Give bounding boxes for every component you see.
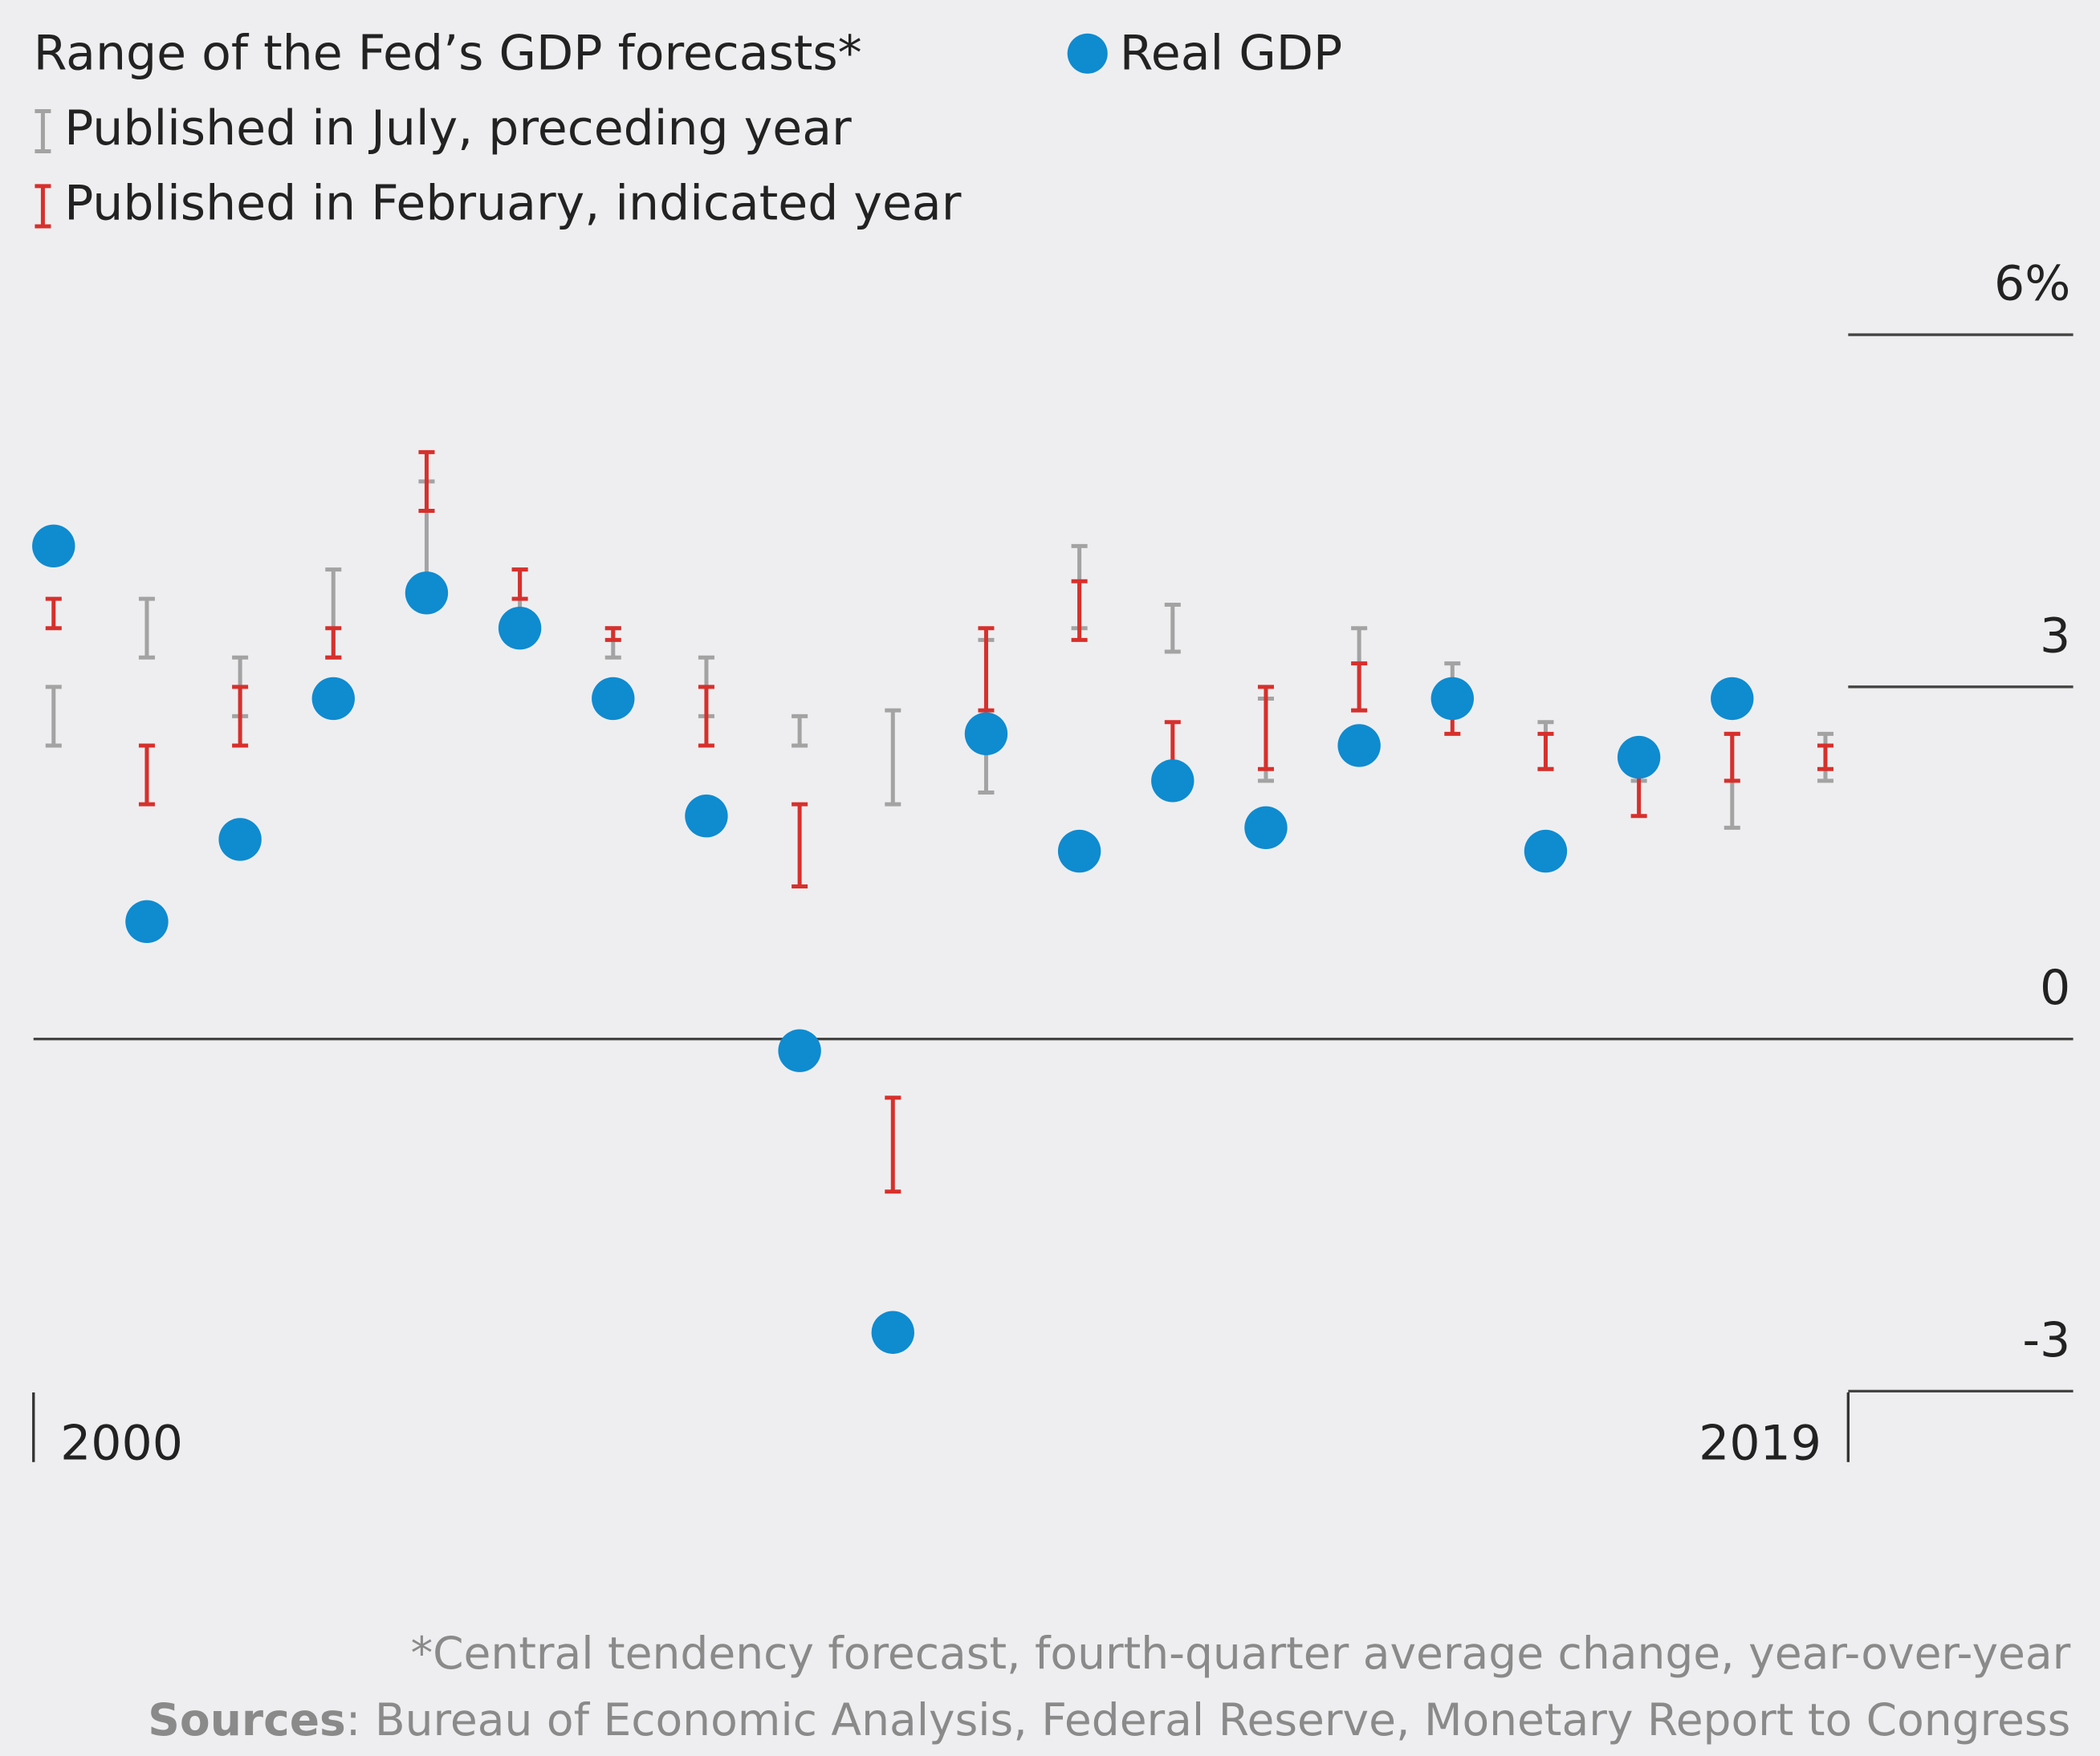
range-bar (1071, 579, 1088, 642)
legend-marker (1067, 33, 1108, 74)
gdp-dot (1151, 759, 1194, 803)
y-tick-label: 0 (2040, 960, 2070, 1016)
gdp-dot (1524, 829, 1568, 873)
range-bar (1817, 743, 1833, 771)
range-bar (792, 802, 808, 888)
range-bar (138, 743, 155, 807)
legend-label: Real GDP (1120, 26, 1343, 82)
gdp-dot (778, 1029, 821, 1072)
gdp-dot (311, 677, 355, 721)
source-text: : Bureau of Economic Analysis, Federal R… (346, 1694, 2070, 1746)
gdp-dot (218, 818, 262, 861)
x-tick-label: 2000 (60, 1415, 183, 1471)
gdp-dot (125, 900, 169, 944)
gdp-dot (32, 524, 75, 568)
legend-label: Published in July, preceding year (64, 100, 852, 156)
footnote: *Central tendency forecast, fourth-quart… (411, 1628, 2071, 1679)
range-bar (325, 626, 342, 660)
gdp-dot (871, 1311, 914, 1354)
gdp-dot (964, 712, 1008, 756)
range-bar (1537, 731, 1554, 771)
gdp-dot (685, 795, 728, 838)
gdp-dot (1431, 677, 1474, 721)
y-tick-label: 6% (1994, 256, 2070, 312)
range-bar (792, 713, 808, 748)
y-tick-label: -3 (2022, 1312, 2070, 1368)
range-bar (978, 626, 995, 713)
range-bar (45, 685, 62, 748)
gdp-dot (405, 571, 449, 615)
range-bar (885, 1095, 901, 1194)
range-bar (45, 596, 62, 631)
range-bar (1724, 731, 1740, 783)
x-tick-label: 2019 (1699, 1415, 1821, 1471)
y-tick-label: 3 (2040, 608, 2070, 664)
range-bar (698, 685, 714, 748)
gdp-dot (1711, 677, 1754, 721)
range-bar (604, 626, 621, 642)
source: Sources: Bureau of Economic Analysis, Fe… (148, 1694, 2070, 1746)
range-bar (138, 596, 155, 660)
gdp-dot (1057, 829, 1101, 873)
chart-title: Range of the Fed’s GDP forecasts* (34, 26, 862, 82)
gdp-dot (1244, 806, 1288, 850)
range-bar (1257, 685, 1274, 771)
range-bar (418, 449, 435, 513)
gdp-dot (592, 677, 635, 721)
gdp-dot (498, 607, 542, 650)
range-bar (885, 708, 901, 807)
gdp-dot (1617, 735, 1661, 779)
range-bar (1351, 661, 1368, 713)
range-bar (1164, 602, 1181, 654)
range-bar (511, 567, 528, 601)
range-bar (232, 685, 249, 748)
legend-label: Published in February, indicated year (64, 176, 962, 232)
source-label: Sources (148, 1694, 346, 1746)
gdp-dot (1337, 724, 1381, 767)
